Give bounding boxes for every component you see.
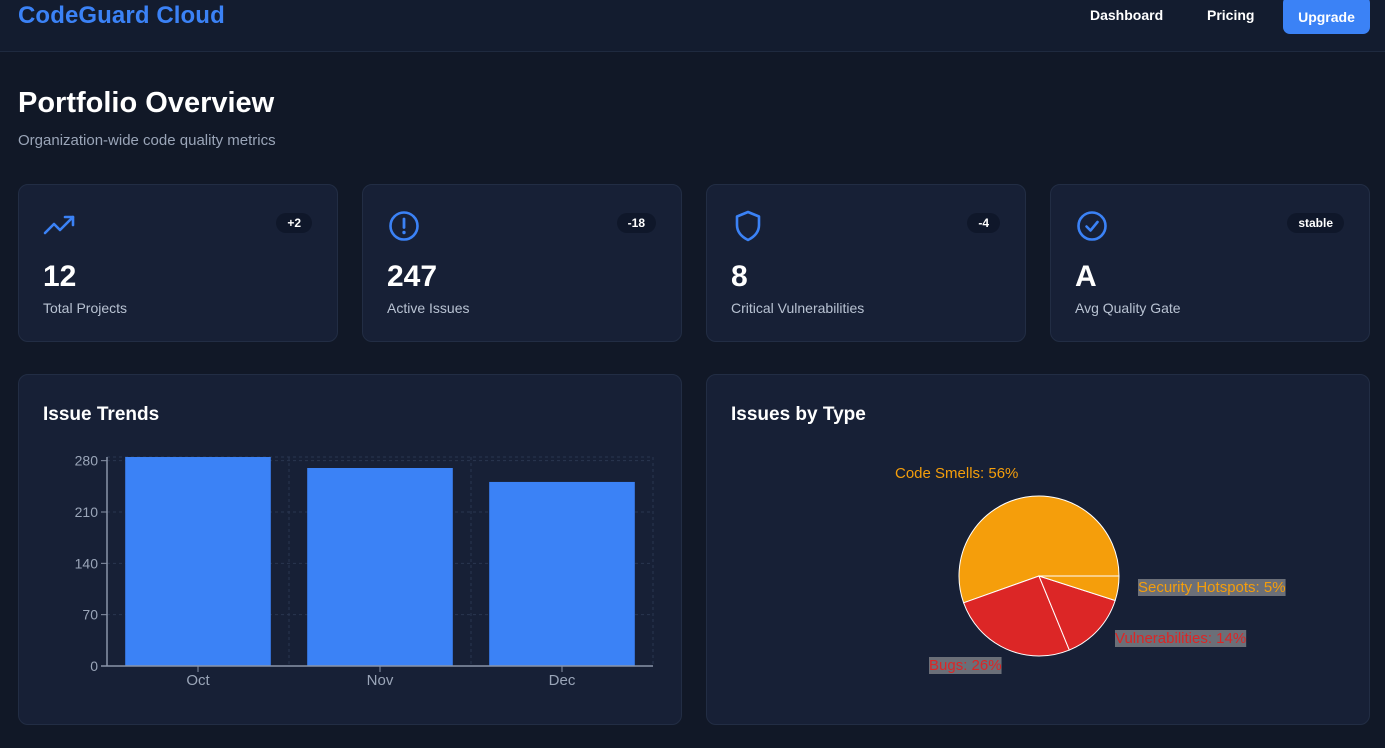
y-tick-label: 0 xyxy=(90,658,98,674)
x-tick-label: Dec xyxy=(549,672,576,689)
y-tick-label: 140 xyxy=(75,555,99,571)
y-tick-label: 280 xyxy=(75,453,99,469)
issues-by-type-pie-chart: Code Smells: 56% Bugs: 26% Vulnerabilities… xyxy=(895,465,1286,674)
issue-trends-bar-chart: 0 70 140 210 280 Oct Nov Dec xyxy=(75,453,654,689)
check-circle-icon xyxy=(1077,211,1107,241)
stat-label: Active Issues xyxy=(387,300,470,316)
stat-change-badge: -4 xyxy=(967,213,1000,233)
panel-title: Issue Trends xyxy=(43,404,160,425)
pie-slice-label: Vulnerabilities: 14% xyxy=(1115,630,1246,647)
alert-circle-icon xyxy=(389,211,419,241)
stat-card-critical-vulnerabilities: -4 8 Critical Vulnerabilities xyxy=(706,184,1026,342)
stat-card-avg-quality-gate: stable A Avg Quality Gate xyxy=(1050,184,1370,342)
brand-logo[interactable]: CodeGuard Cloud xyxy=(18,2,225,29)
nav-pricing-link[interactable]: Pricing xyxy=(1207,7,1255,23)
pie-slice-code-smells[interactable] xyxy=(958,495,1120,604)
bar-nov[interactable] xyxy=(307,468,453,666)
y-tick-label: 210 xyxy=(75,504,99,520)
bar-oct[interactable] xyxy=(125,457,271,666)
stat-change-badge: stable xyxy=(1287,213,1344,233)
stat-label: Critical Vulnerabilities xyxy=(731,300,865,316)
pie-label-background xyxy=(929,657,1002,674)
upgrade-button[interactable]: Upgrade xyxy=(1283,0,1370,34)
panel-title: Issues by Type xyxy=(731,404,866,425)
y-tick-label: 70 xyxy=(82,607,98,623)
pie-slice-label: Security Hotspots: 5% xyxy=(1138,579,1286,596)
pie-label-background xyxy=(1115,630,1247,647)
trending-up-icon xyxy=(43,215,75,235)
stat-change-badge: +2 xyxy=(276,213,312,233)
stat-value: A xyxy=(1075,260,1097,293)
stat-label: Avg Quality Gate xyxy=(1075,300,1181,316)
nav-dashboard-link[interactable]: Dashboard xyxy=(1090,7,1164,23)
issues-by-type-panel: Issues by Type Code Smells: 56% Bugs: 26%… xyxy=(706,374,1370,725)
page-subtitle: Organization-wide code quality metrics xyxy=(18,132,276,149)
stat-label: Total Projects xyxy=(43,300,128,316)
stat-value: 12 xyxy=(43,260,77,293)
top-nav-bar: CodeGuard Cloud Dashboard Pricing Upgrad… xyxy=(0,0,1385,52)
stat-change-badge: -18 xyxy=(616,213,656,233)
pie-slice-label: Bugs: 26% xyxy=(929,657,1002,674)
x-tick-label: Nov xyxy=(367,672,394,689)
shield-icon xyxy=(735,210,761,242)
stat-card-active-issues: -18 247 Active Issues xyxy=(362,184,682,342)
pie-label-background xyxy=(1138,579,1286,596)
x-tick-label: Oct xyxy=(186,672,210,689)
pie-slice-bugs[interactable] xyxy=(962,575,1070,657)
page-title: Portfolio Overview xyxy=(18,87,275,119)
stat-value: 8 xyxy=(731,260,748,293)
issue-trends-panel: Issue Trends 0 70 140 210 280 Oct Nov Dec xyxy=(18,374,682,725)
pie-slice-label: Code Smells: 56% xyxy=(895,465,1018,482)
stat-card-total-projects: +2 12 Total Projects xyxy=(18,184,338,342)
bar-dec[interactable] xyxy=(489,481,635,666)
stat-value: 247 xyxy=(387,260,438,293)
pie-slice-security-hotspots[interactable] xyxy=(1038,575,1120,602)
